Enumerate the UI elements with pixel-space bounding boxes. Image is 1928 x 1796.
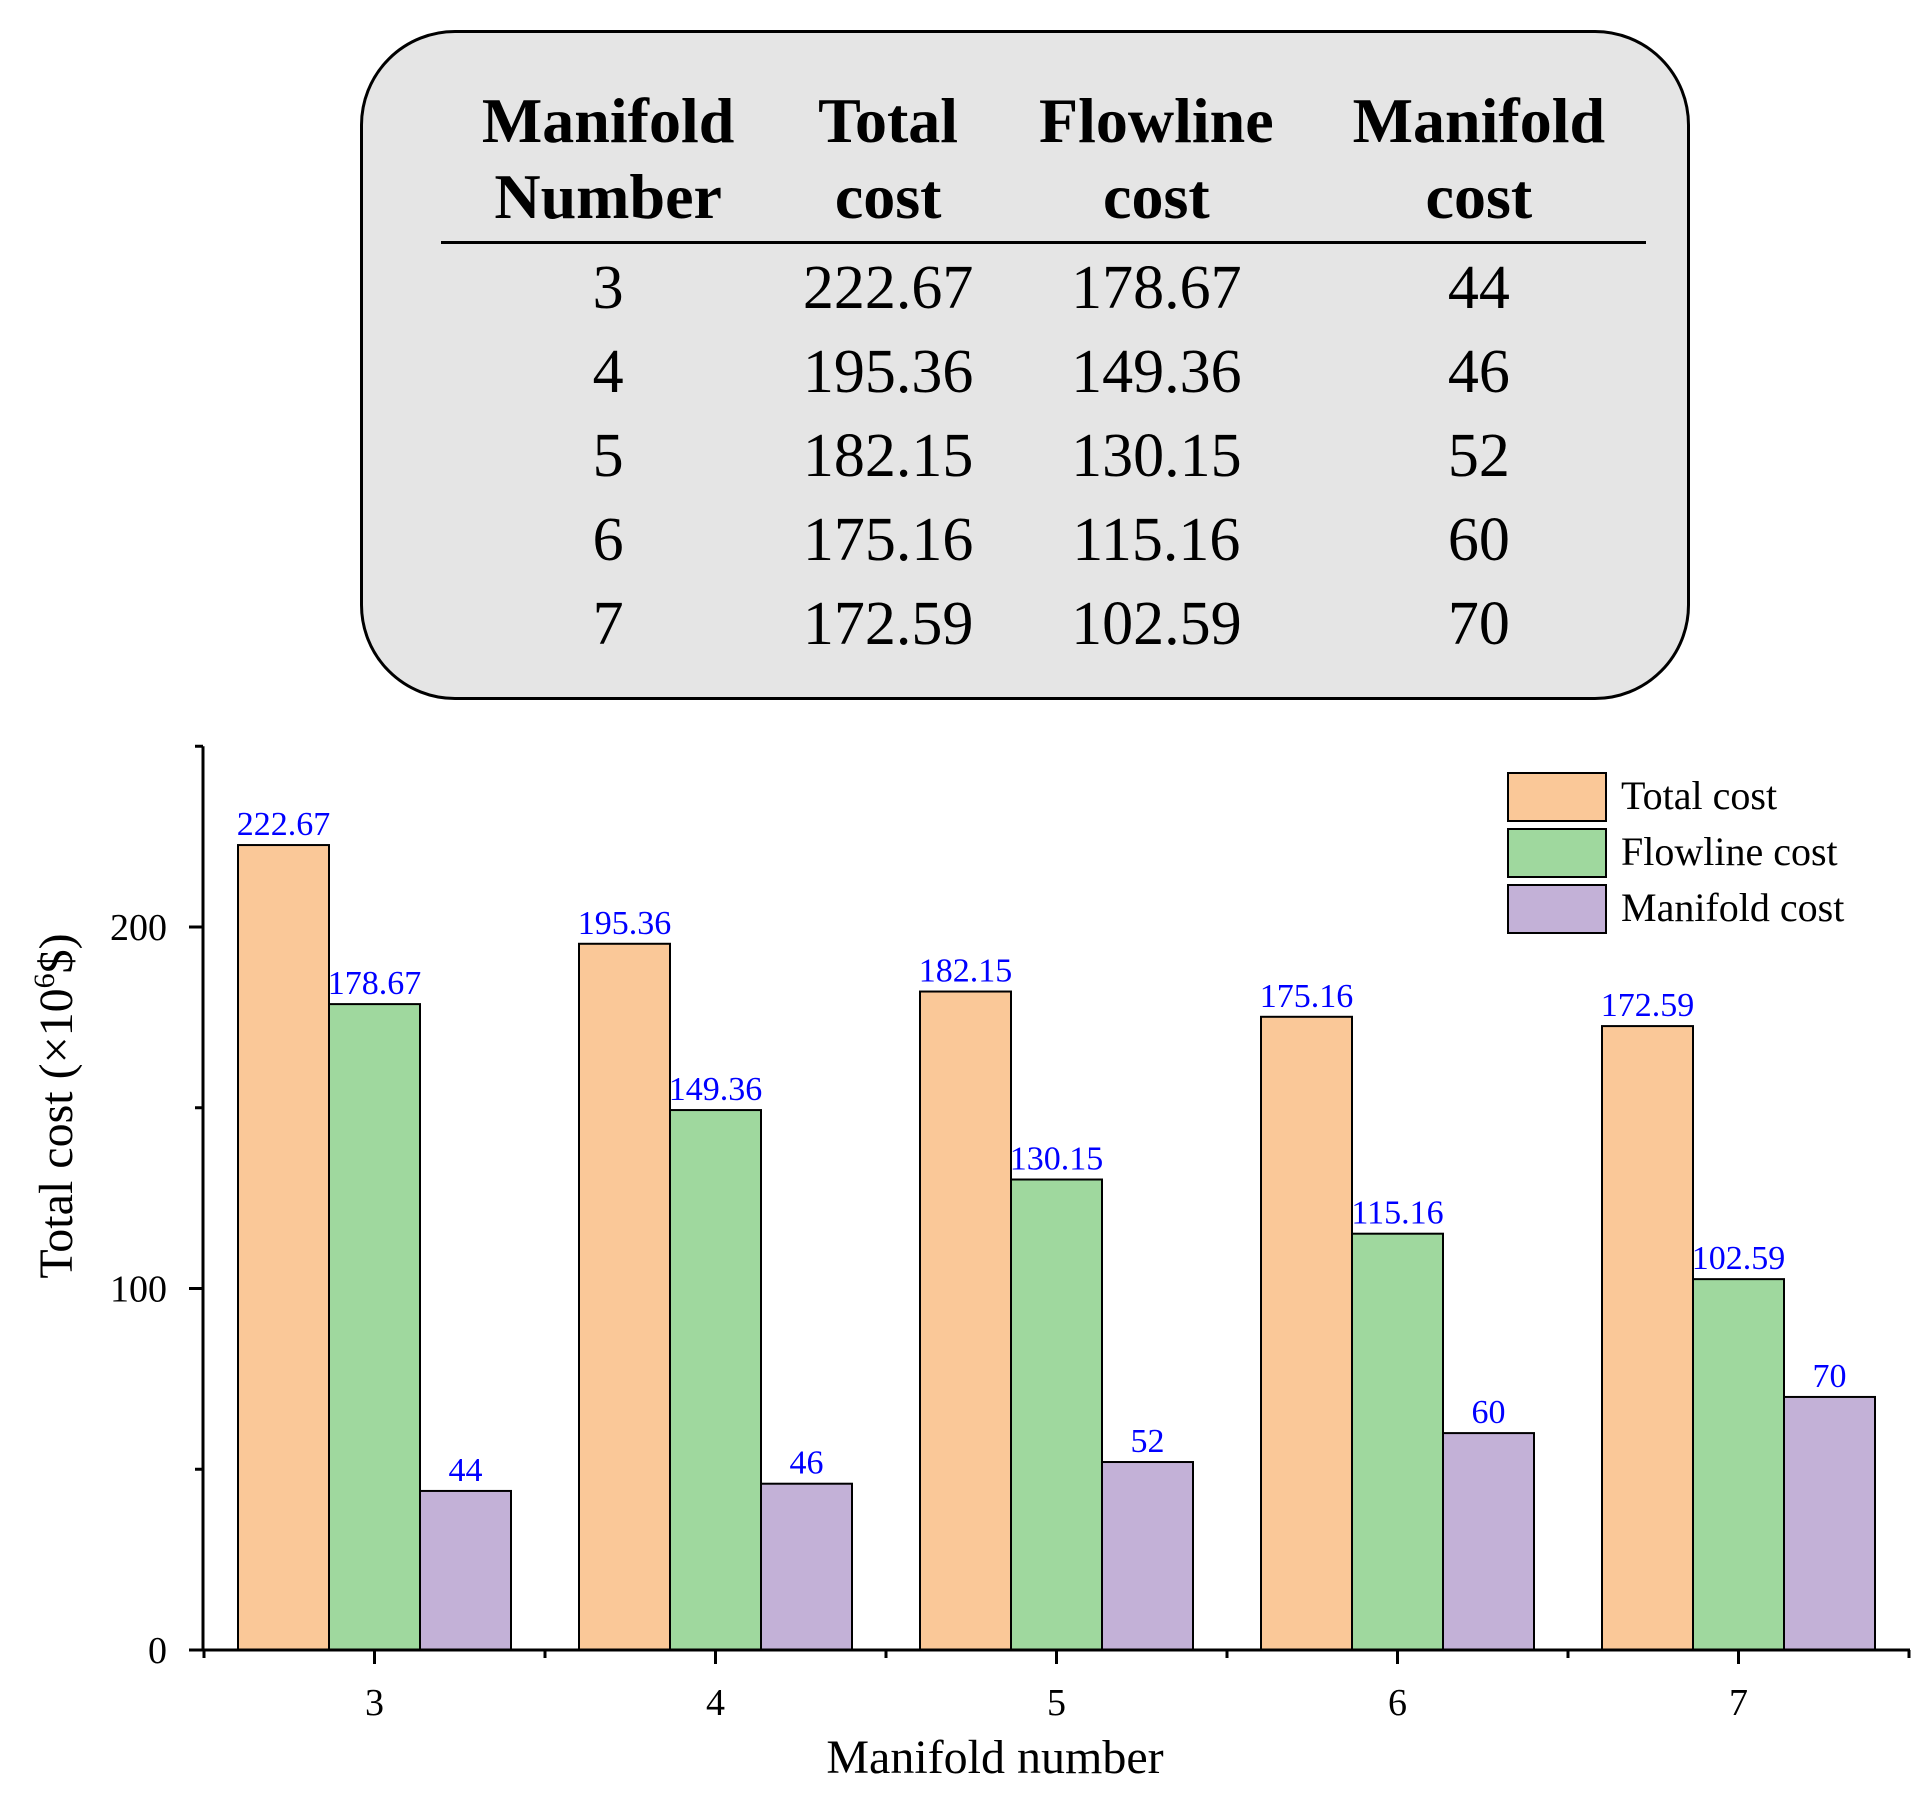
x-tick-label-5: 5 [1047, 1682, 1066, 1724]
legend-swatch-total-cost [1507, 772, 1607, 822]
bar-total-cost-4 [578, 942, 671, 1651]
legend-label-flowline-cost: Flowline cost [1621, 829, 1838, 874]
bar-total-cost-7 [1601, 1025, 1694, 1651]
bar-labels-layer: 222.67 178.67 44 195.36 149.36 46 182.15 130.15… [237, 806, 1847, 1489]
bar-flowline-cost-4 [669, 1109, 762, 1651]
table-row: 7 172.59 102.59 70 [441, 582, 1646, 666]
bar-flowline-cost-3 [328, 1003, 421, 1651]
header-line: Number [494, 161, 722, 232]
table-cell: 195.36 [802, 338, 974, 406]
header-manifold-cost: Manifold cost [1311, 83, 1646, 244]
bar-total-cost-3 [237, 844, 330, 1651]
data-label-total-cost-7: 172.59 [1601, 987, 1695, 1024]
x-axis-title: Manifold number [826, 1731, 1163, 1784]
table-cell: 175.16 [802, 506, 974, 574]
table-cell: 4 [592, 338, 624, 406]
legend-label-manifold-cost: Manifold cost [1621, 885, 1844, 930]
table-cell: 182.15 [802, 422, 974, 490]
legend-swatch-manifold-cost [1507, 884, 1607, 934]
header-line: Manifold [1352, 85, 1606, 156]
legend-swatch-flowline-cost [1507, 828, 1607, 878]
table-cell: 6 [592, 506, 624, 574]
table-cell: 44 [1447, 254, 1510, 322]
data-label-total-cost-4: 195.36 [578, 905, 672, 942]
axes-layer: 0 100 200 3 4 5 6 7 [110, 744, 1911, 1724]
table-cell: 70 [1447, 590, 1510, 658]
bar-manifold-cost-5 [1101, 1461, 1194, 1652]
table-cell: 60 [1447, 506, 1510, 574]
table-cell: 102.59 [1071, 590, 1242, 658]
data-label-manifold-cost-3: 44 [449, 1452, 483, 1489]
data-label-flowline-cost-7: 102.59 [1692, 1240, 1786, 1277]
y-tick-label-100: 100 [110, 1269, 167, 1311]
header-total-cost: Total cost [775, 83, 1001, 244]
data-label-total-cost-3: 222.67 [237, 806, 331, 843]
x-tick-label-7: 7 [1729, 1682, 1748, 1724]
header-line: cost [834, 161, 942, 232]
bars-layer [237, 844, 1876, 1652]
data-label-total-cost-6: 175.16 [1260, 978, 1354, 1015]
header-line: Manifold [481, 85, 735, 156]
data-label-manifold-cost-6: 60 [1472, 1394, 1506, 1431]
data-label-flowline-cost-5: 130.15 [1010, 1141, 1104, 1178]
y-axis-title-unit: $) [30, 933, 83, 973]
header-line: cost [1425, 161, 1533, 232]
data-label-manifold-cost-4: 46 [790, 1445, 824, 1482]
table-row: 3 222.67 178.67 44 [441, 243, 1646, 331]
y-axis-title-exponent: 6 [28, 973, 61, 988]
bar-manifold-cost-6 [1442, 1432, 1535, 1651]
bar-flowline-cost-5 [1010, 1178, 1103, 1651]
y-tick-label-0: 0 [148, 1630, 167, 1672]
table-cell: 3 [592, 254, 624, 322]
y-axis-title: Total cost (×106$) [28, 933, 83, 1278]
table-cell: 149.36 [1071, 338, 1242, 406]
data-label-total-cost-5: 182.15 [919, 953, 1013, 990]
bar-flowline-cost-7 [1692, 1278, 1785, 1652]
table-header-row: Manifold Number Total cost Flowline cost… [441, 83, 1646, 244]
header-line: Total [818, 85, 959, 156]
x-tick-label-6: 6 [1388, 1682, 1407, 1724]
x-tick-label-4: 4 [706, 1682, 725, 1724]
legend: Total cost Flowline cost Manifold cost [1507, 772, 1844, 934]
table-cell: 52 [1447, 422, 1510, 490]
bar-total-cost-6 [1260, 1015, 1353, 1651]
table-cell: 115.16 [1072, 506, 1241, 574]
table-row: 4 195.36 149.36 46 [441, 330, 1646, 414]
table-cell: 178.67 [1071, 254, 1242, 322]
table-cell: 222.67 [802, 254, 974, 322]
y-tick-label-200: 200 [110, 907, 167, 949]
data-label-flowline-cost-4: 149.36 [669, 1071, 763, 1108]
data-label-manifold-cost-5: 52 [1131, 1423, 1165, 1460]
header-line: cost [1103, 161, 1210, 232]
summary-table: Manifold Number Total cost Flowline cost… [441, 83, 1646, 666]
table-cell: 172.59 [802, 590, 974, 658]
header-manifold-number: Manifold Number [441, 83, 776, 244]
bar-manifold-cost-3 [419, 1489, 512, 1651]
bar-flowline-cost-6 [1351, 1232, 1444, 1652]
table-row: 5 182.15 130.15 52 [441, 414, 1646, 498]
data-label-manifold-cost-7: 70 [1813, 1358, 1847, 1395]
legend-label-total-cost: Total cost [1621, 773, 1777, 818]
bar-total-cost-5 [919, 990, 1012, 1651]
table-cell: 5 [592, 422, 624, 490]
table-cell: 130.15 [1071, 422, 1242, 490]
y-axis-title-main: Total cost (×10 [30, 988, 83, 1278]
table-cell: 7 [592, 590, 624, 658]
table-cell: 46 [1447, 338, 1510, 406]
x-tick-label-3: 3 [365, 1682, 384, 1724]
data-label-flowline-cost-6: 115.16 [1351, 1195, 1443, 1232]
summary-table-panel: Manifold Number Total cost Flowline cost… [360, 30, 1690, 700]
data-label-flowline-cost-3: 178.67 [328, 965, 422, 1002]
bar-manifold-cost-4 [760, 1482, 853, 1651]
table-row: 6 175.16 115.16 60 [441, 498, 1646, 582]
bar-manifold-cost-7 [1783, 1395, 1876, 1651]
header-line: Flowline [1039, 85, 1274, 156]
header-flowline-cost: Flowline cost [1001, 83, 1312, 244]
